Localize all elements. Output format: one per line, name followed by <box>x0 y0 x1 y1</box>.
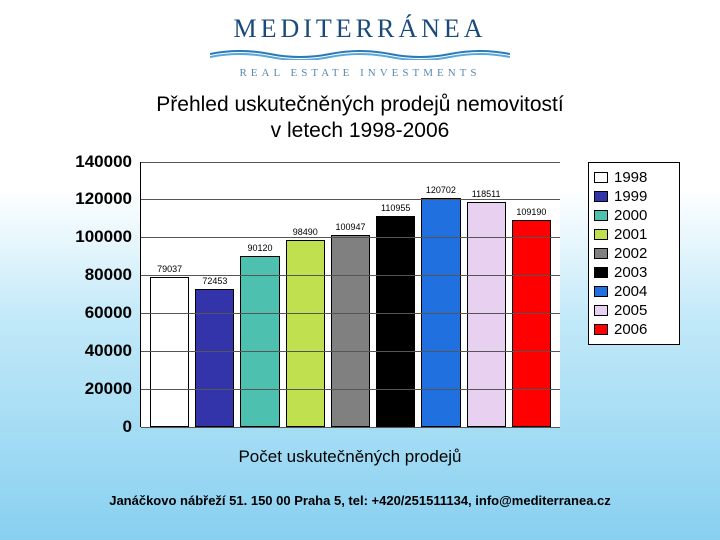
footer-contact: Janáčkovo nábřeží 51. 150 00 Praha 5, te… <box>0 493 720 508</box>
gridline <box>141 237 560 238</box>
legend-label: 2000 <box>614 207 647 224</box>
gridline <box>141 351 560 352</box>
y-axis-label: 120000 <box>42 189 132 209</box>
legend-swatch <box>594 229 608 240</box>
bar-value-label: 98490 <box>293 227 318 237</box>
bar-2002: 100947 <box>331 235 370 426</box>
legend-item-2003: 2003 <box>594 264 674 281</box>
y-axis-label: 0 <box>42 417 132 437</box>
company-logo: MEDITERRÁNEA REAL ESTATE INVESTMENTS <box>160 8 560 86</box>
y-axis-label: 20000 <box>42 379 132 399</box>
chart-plot-area: 7903772453901209849010094711095512070211… <box>140 162 560 427</box>
legend-label: 2005 <box>614 302 647 319</box>
legend-swatch <box>594 172 608 183</box>
y-axis-label: 100000 <box>42 227 132 247</box>
bar-2001: 98490 <box>286 240 325 426</box>
title-line-2: v letech 1998-2006 <box>271 119 450 142</box>
legend-label: 1998 <box>614 169 647 186</box>
legend-label: 2003 <box>614 264 647 281</box>
legend-swatch <box>594 286 608 297</box>
slide-title: Přehled uskutečněných prodejů nemovitost… <box>0 92 720 145</box>
legend-label: 2006 <box>614 321 647 338</box>
y-axis-label: 60000 <box>42 303 132 323</box>
bar-value-label: 109190 <box>516 207 546 217</box>
chart-legend: 1998 1999 2000 2001 2002 2003 2004 2005 2006 <box>588 162 680 345</box>
bar-value-label: 118511 <box>472 189 501 199</box>
bar-1999: 72453 <box>195 289 234 426</box>
logo-main-text: MEDITERRÁNEA <box>160 14 560 44</box>
y-axis-label: 40000 <box>42 341 132 361</box>
bar-value-label: 90120 <box>248 243 273 253</box>
legend-item-2006: 2006 <box>594 321 674 338</box>
legend-item-1999: 1999 <box>594 188 674 205</box>
bar-2005: 118511 <box>467 202 506 426</box>
legend-item-2005: 2005 <box>594 302 674 319</box>
legend-item-2001: 2001 <box>594 226 674 243</box>
legend-item-2004: 2004 <box>594 283 674 300</box>
bars-container: 7903772453901209849010094711095512070211… <box>141 162 560 427</box>
bar-value-label: 100947 <box>335 222 365 232</box>
bar-2000: 90120 <box>240 256 279 427</box>
legend-item-1998: 1998 <box>594 169 674 186</box>
legend-swatch <box>594 305 608 316</box>
bar-2006: 109190 <box>512 220 551 427</box>
bar-value-label: 120702 <box>426 185 456 195</box>
legend-swatch <box>594 248 608 259</box>
gridline <box>141 162 560 163</box>
logo-wave-icon <box>210 46 510 60</box>
legend-label: 2004 <box>614 283 647 300</box>
gridline <box>141 275 560 276</box>
legend-swatch <box>594 324 608 335</box>
gridline <box>141 313 560 314</box>
title-line-1: Přehled uskutečněných prodejů nemovitost… <box>156 93 563 116</box>
legend-item-2000: 2000 <box>594 207 674 224</box>
gridline <box>141 427 560 428</box>
y-axis-label: 140000 <box>42 152 132 172</box>
y-axis-label: 80000 <box>42 265 132 285</box>
legend-label: 2002 <box>614 245 647 262</box>
bar-value-label: 110955 <box>381 203 410 213</box>
bar-value-label: 79037 <box>157 264 182 274</box>
gridline <box>141 389 560 390</box>
bar-chart: 7903772453901209849010094711095512070211… <box>40 157 680 467</box>
bar-value-label: 72453 <box>202 276 227 286</box>
chart-x-label: Počet uskutečněných prodejů <box>140 447 560 467</box>
bar-2003: 110955 <box>376 216 415 426</box>
logo-sub-text: REAL ESTATE INVESTMENTS <box>160 67 560 79</box>
gridline <box>141 199 560 200</box>
legend-label: 2001 <box>614 226 647 243</box>
legend-swatch <box>594 267 608 278</box>
legend-swatch <box>594 191 608 202</box>
legend-item-2002: 2002 <box>594 245 674 262</box>
legend-swatch <box>594 210 608 221</box>
legend-label: 1999 <box>614 188 647 205</box>
